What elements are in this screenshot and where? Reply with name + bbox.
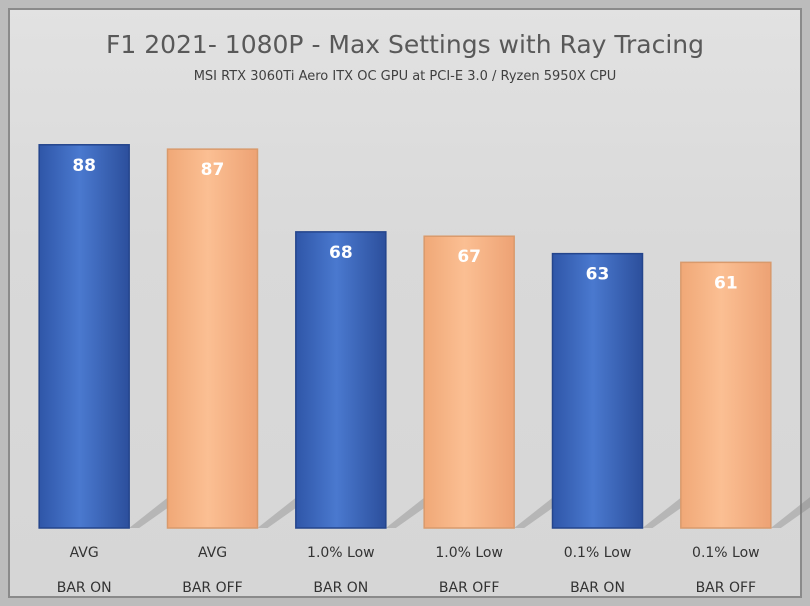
chart-title: F1 2021- 1080P - Max Settings with Ray T… [105, 30, 705, 59]
bar-5 [551, 252, 644, 529]
bar-value-label: 68 [329, 243, 353, 263]
bar-value-label: 67 [457, 247, 481, 267]
bar-value-label: 63 [586, 265, 610, 285]
chart-subtitle: MSI RTX 3060Ti Aero ITX OC GPU at PCI-E … [193, 69, 617, 84]
x-tick-label-metric: 1.0% Low [435, 545, 503, 561]
bar-4 [423, 235, 515, 529]
x-tick-label-metric: 1.0% Low [307, 545, 375, 561]
x-tick-label-bar-state: BAR OFF [439, 580, 499, 596]
bar-2 [166, 148, 259, 529]
x-tick-label-bar-state: BAR ON [570, 580, 625, 596]
bar-value-label: 87 [201, 160, 225, 180]
x-tick-label-bar-state: BAR OFF [696, 580, 756, 596]
x-tick-label-metric: AVG [70, 545, 99, 561]
x-tick-label-bar-state: BAR ON [313, 580, 368, 596]
x-tick-label-metric: AVG [198, 545, 227, 561]
bar-6 [680, 261, 772, 529]
x-tick-label-metric: 0.1% Low [564, 545, 632, 561]
x-tick-label-metric: 0.1% Low [692, 545, 760, 561]
bar-value-label: 88 [72, 156, 96, 176]
bar-1 [38, 144, 130, 529]
x-tick-label-bar-state: BAR ON [57, 580, 112, 596]
bar-value-label: 61 [714, 273, 738, 293]
bar-3 [295, 231, 387, 529]
bar-shadow [770, 497, 810, 528]
x-tick-label-bar-state: BAR OFF [182, 580, 242, 596]
